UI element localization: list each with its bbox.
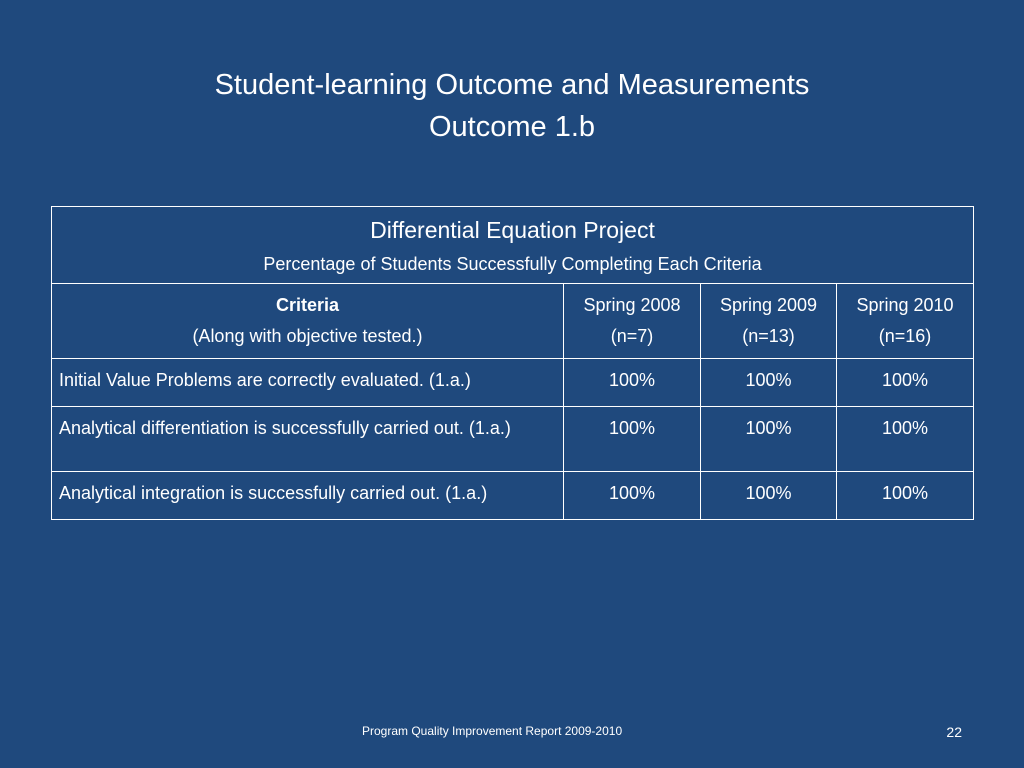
page-number: 22 — [946, 724, 962, 740]
table-caption-cell: Differential Equation Project Percentage… — [50, 206, 975, 284]
value-cell: 100% — [563, 471, 701, 520]
value-cell: 100% — [835, 471, 975, 520]
slide-title-line-2: Outcome 1.b — [428, 111, 596, 143]
header-spring-2008-cell: Spring 2008 (n=7) — [563, 283, 701, 359]
header-criteria-note: (Along with objective tested.) — [192, 326, 423, 346]
criteria-cell: Initial Value Problems are correctly eva… — [51, 358, 564, 407]
table-caption-row: Differential Equation Project Percentage… — [50, 206, 975, 284]
table-row: Initial Value Problems are correctly eva… — [51, 358, 975, 407]
header-term: Spring 2008 — [583, 295, 681, 315]
table-header-row: Criteria (Along with objective tested.) … — [51, 283, 975, 359]
header-n: (n=7) — [610, 326, 654, 346]
table-row: Analytical differentiation is successful… — [51, 406, 975, 472]
table-caption-subtitle: Percentage of Students Successfully Comp… — [263, 254, 762, 274]
header-spring-2010-cell: Spring 2010 (n=16) — [835, 283, 975, 359]
value-cell: 100% — [563, 406, 701, 472]
value-cell: 100% — [700, 358, 837, 407]
table-row: Analytical integration is successfully c… — [51, 471, 975, 520]
header-criteria-cell: Criteria (Along with objective tested.) — [51, 283, 564, 359]
criteria-cell: Analytical integration is successfully c… — [51, 471, 564, 520]
value-cell: 100% — [835, 406, 975, 472]
header-term: Spring 2009 — [719, 295, 818, 315]
criteria-table: Differential Equation Project Percentage… — [50, 206, 975, 520]
value-cell: 100% — [700, 406, 837, 472]
value-cell: 100% — [563, 358, 701, 407]
footer-text: Program Quality Improvement Report 2009-… — [362, 724, 623, 738]
header-term: Spring 2010 — [856, 295, 954, 315]
header-criteria-label: Criteria — [275, 295, 340, 315]
slide-title: Student-learning Outcome and Measurement… — [0, 64, 1024, 148]
value-cell: 100% — [835, 358, 975, 407]
header-n: (n=13) — [742, 326, 795, 346]
criteria-cell: Analytical differentiation is successful… — [51, 406, 564, 472]
header-n: (n=16) — [878, 326, 932, 346]
value-cell: 100% — [700, 471, 837, 520]
header-spring-2009-cell: Spring 2009 (n=13) — [700, 283, 837, 359]
slide-title-line-1: Student-learning Outcome and Measurement… — [214, 69, 810, 101]
table-caption-title: Differential Equation Project — [370, 217, 655, 243]
